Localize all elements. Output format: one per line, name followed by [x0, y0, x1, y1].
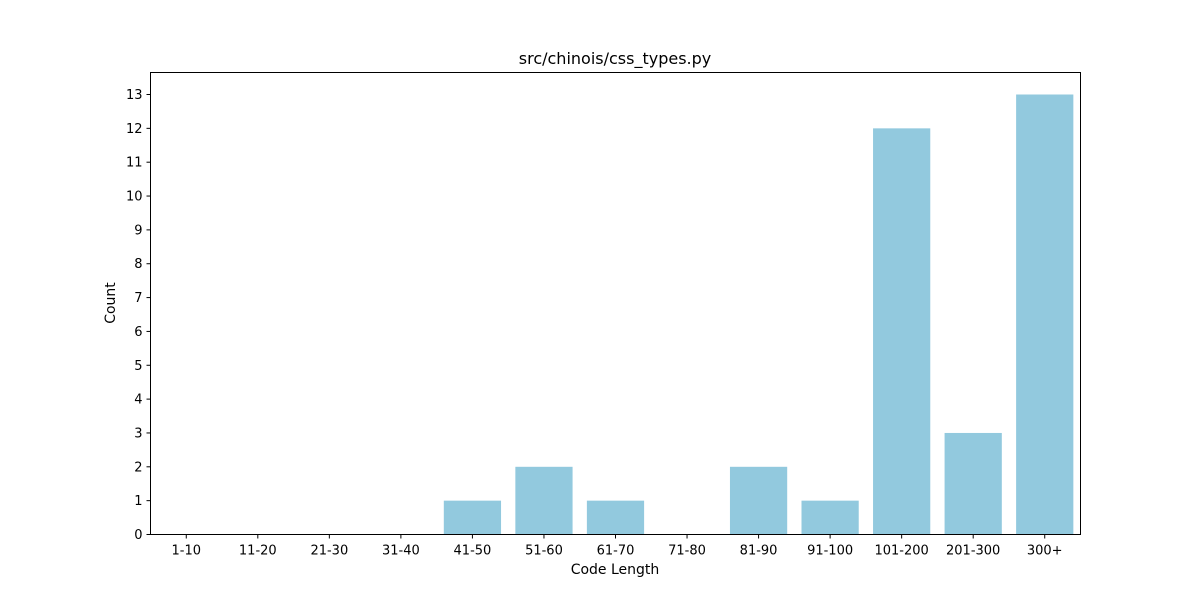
bars-group — [443, 94, 1074, 535]
y-tick-label: 0 — [134, 528, 142, 543]
x-tick-label: 1-10 — [172, 544, 202, 559]
x-axis-label: Code Length — [571, 562, 660, 578]
x-tick-label: 81-90 — [740, 544, 778, 559]
x-tick-label: 31-40 — [382, 544, 420, 559]
bar-61-70 — [586, 500, 645, 535]
x-tick-label: 91-100 — [807, 544, 853, 559]
y-tick-label: 11 — [126, 156, 143, 171]
chart-title: src/chinois/css_types.py — [519, 49, 712, 69]
y-tick-label: 7 — [134, 291, 142, 306]
y-tick-label: 8 — [134, 257, 142, 272]
x-tick-label: 11-20 — [239, 544, 277, 559]
x-tick-label: 300+ — [1027, 544, 1063, 559]
bar-91-100 — [801, 500, 859, 535]
y-tick-label: 12 — [126, 122, 143, 137]
x-tick-label: 101-200 — [874, 544, 928, 559]
y-tick-label: 13 — [126, 88, 143, 103]
y-tick-label: 3 — [134, 426, 142, 441]
x-tick-label: 41-50 — [454, 544, 492, 559]
plot-frame — [150, 72, 1081, 535]
x-axis: 1-10 11-20 21-30 31-40 41-50 51-60 61-70 71-80 8… — [172, 534, 1063, 559]
y-tick-label: 5 — [134, 359, 142, 374]
y-tick-label: 1 — [134, 494, 142, 509]
bar-41-50 — [443, 500, 502, 535]
bar-101-200 — [873, 128, 931, 535]
x-tick-label: 51-60 — [525, 544, 563, 559]
x-tick-label: 21-30 — [310, 544, 348, 559]
y-tick-label: 2 — [134, 460, 142, 475]
bar-201-300 — [944, 432, 1002, 535]
y-tick-label: 10 — [126, 190, 143, 205]
y-tick-label: 4 — [134, 393, 142, 408]
x-tick-label: 201-300 — [946, 544, 1000, 559]
bar-81-90 — [729, 466, 788, 535]
x-tick-label: 61-70 — [597, 544, 635, 559]
y-tick-label: 6 — [134, 325, 142, 340]
y-tick-label: 9 — [134, 223, 142, 238]
bar-51-60 — [515, 466, 573, 535]
y-axis-label: Count — [103, 282, 119, 324]
bar-300+ — [1016, 94, 1074, 535]
x-tick-label: 71-80 — [668, 544, 706, 559]
